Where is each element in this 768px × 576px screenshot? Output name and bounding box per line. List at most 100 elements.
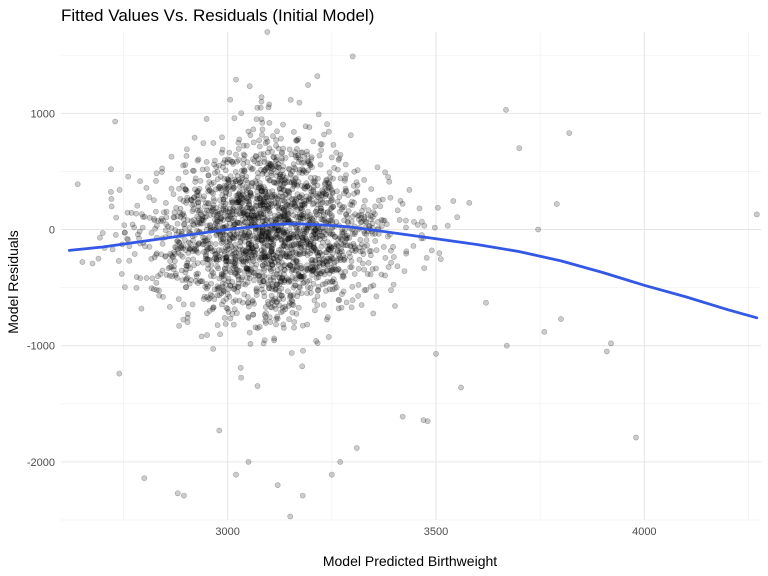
data-point (298, 192, 305, 199)
data-point (277, 265, 284, 271)
data-point (218, 149, 225, 156)
data-point (241, 219, 248, 226)
data-point (351, 243, 358, 250)
data-point (297, 215, 304, 222)
data-point (294, 137, 301, 144)
data-point (288, 297, 295, 304)
data-point (280, 242, 287, 249)
data-point (296, 211, 303, 218)
data-point (260, 168, 267, 175)
data-point (231, 115, 238, 122)
data-point (231, 286, 237, 293)
data-point (239, 175, 246, 181)
data-point (259, 119, 266, 126)
data-point (330, 231, 336, 238)
data-point (330, 255, 337, 262)
data-point (274, 298, 281, 305)
data-point (226, 149, 233, 156)
data-point (228, 244, 235, 250)
data-point (319, 281, 326, 288)
data-point (178, 228, 185, 235)
data-point (258, 231, 265, 238)
data-point (212, 221, 219, 228)
data-point (370, 209, 377, 215)
data-point (204, 283, 211, 290)
data-point (243, 264, 250, 271)
data-point (269, 248, 276, 255)
data-point (216, 284, 223, 291)
data-point (272, 295, 279, 302)
data-point (235, 139, 242, 146)
data-point (292, 263, 298, 270)
data-point (223, 295, 230, 302)
data-point (301, 200, 308, 207)
data-point (254, 211, 261, 218)
data-point (227, 282, 234, 289)
data-point (324, 314, 331, 321)
data-point (288, 230, 294, 237)
data-point (229, 205, 236, 212)
data-point (254, 325, 261, 331)
data-point (363, 219, 370, 226)
data-point (228, 199, 235, 206)
data-point (270, 154, 277, 160)
data-point (250, 126, 257, 133)
data-point (295, 228, 302, 235)
data-point (310, 235, 317, 241)
data-point (229, 199, 236, 206)
data-point (351, 245, 358, 251)
data-point (264, 175, 271, 182)
data-point (252, 217, 259, 223)
data-point (244, 254, 251, 261)
data-point (313, 274, 320, 281)
data-point (168, 263, 175, 270)
data-point (237, 203, 243, 210)
data-point (220, 196, 227, 203)
data-point (151, 215, 157, 222)
data-point (270, 265, 276, 272)
data-point (235, 276, 242, 283)
data-point (244, 212, 251, 218)
data-point (239, 229, 245, 236)
data-point (300, 237, 307, 243)
data-point (359, 248, 366, 255)
data-point (336, 208, 343, 215)
data-point (277, 278, 284, 285)
data-point (280, 121, 286, 128)
data-point (193, 248, 200, 254)
data-point (304, 183, 311, 190)
data-point (229, 198, 236, 205)
data-point (324, 267, 331, 274)
data-point (334, 247, 341, 254)
data-point (319, 190, 326, 197)
data-point (336, 194, 343, 200)
data-point (152, 208, 159, 215)
data-point (217, 233, 224, 240)
data-point (287, 203, 294, 210)
data-point (220, 205, 226, 212)
data-point (269, 226, 276, 233)
data-point (230, 298, 237, 305)
data-point (272, 286, 279, 293)
data-point (311, 297, 318, 304)
data-point (177, 205, 184, 212)
data-point (316, 259, 323, 266)
data-point (297, 240, 304, 247)
data-point (218, 247, 225, 254)
data-point (230, 179, 236, 186)
data-point (261, 250, 268, 257)
data-point (340, 273, 347, 280)
data-point (385, 174, 391, 180)
data-point (324, 121, 330, 128)
data-point (348, 304, 355, 311)
data-point (262, 233, 269, 240)
data-point (322, 226, 329, 232)
data-point (259, 170, 266, 177)
data-point (354, 167, 361, 173)
data-point (403, 224, 409, 231)
data-point (232, 260, 238, 266)
data-point (294, 234, 301, 240)
data-point (113, 214, 120, 221)
data-point (193, 245, 200, 252)
